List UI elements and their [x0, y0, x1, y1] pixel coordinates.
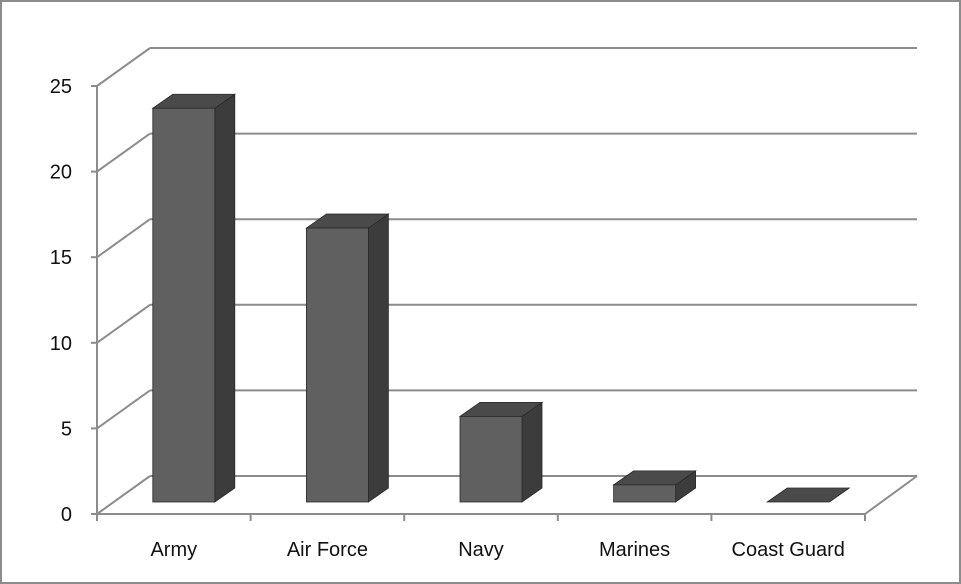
x-tick-label: Coast Guard	[732, 539, 845, 561]
side-gridline	[96, 303, 151, 344]
bar-side-face	[367, 213, 389, 503]
y-tick-label: 5	[61, 418, 72, 440]
bar-top-face	[765, 487, 851, 503]
bar-front-face	[613, 484, 676, 503]
bar-navy	[458, 401, 544, 503]
bars	[151, 93, 851, 503]
bar-marines	[612, 470, 697, 503]
y-tick-label: 0	[61, 504, 72, 526]
side-gridline	[96, 389, 151, 430]
bar-army	[151, 93, 237, 503]
y-tick-label: 15	[50, 247, 72, 269]
bar-front-face	[305, 227, 369, 503]
y-tick-labels: 0 5 10 15 20 25	[50, 76, 72, 526]
x-tick-labels: Army Air Force Navy Marines Coast Guard	[150, 539, 844, 561]
x-tick-label: Army	[150, 539, 197, 561]
side-gridline	[96, 47, 151, 87]
side-gridline	[96, 132, 151, 173]
bar-front-face	[459, 415, 523, 503]
bar-side-face	[521, 401, 543, 503]
bar-side-face	[214, 93, 236, 503]
y-tick-label: 10	[50, 333, 72, 355]
bar-coast-guard	[765, 487, 851, 503]
bar-air-force	[305, 213, 390, 503]
bar-front-face	[152, 107, 216, 503]
y-tick-label: 25	[50, 76, 72, 98]
side-gridline	[96, 218, 151, 259]
floor-right-edge	[864, 475, 918, 515]
x-tick-label: Navy	[458, 539, 504, 561]
x-tick-label: Air Force	[287, 539, 368, 561]
axes	[91, 85, 866, 521]
y-tick-label: 20	[50, 162, 72, 184]
floor-left-edge	[96, 475, 151, 515]
x-tick-label: Marines	[599, 539, 670, 561]
